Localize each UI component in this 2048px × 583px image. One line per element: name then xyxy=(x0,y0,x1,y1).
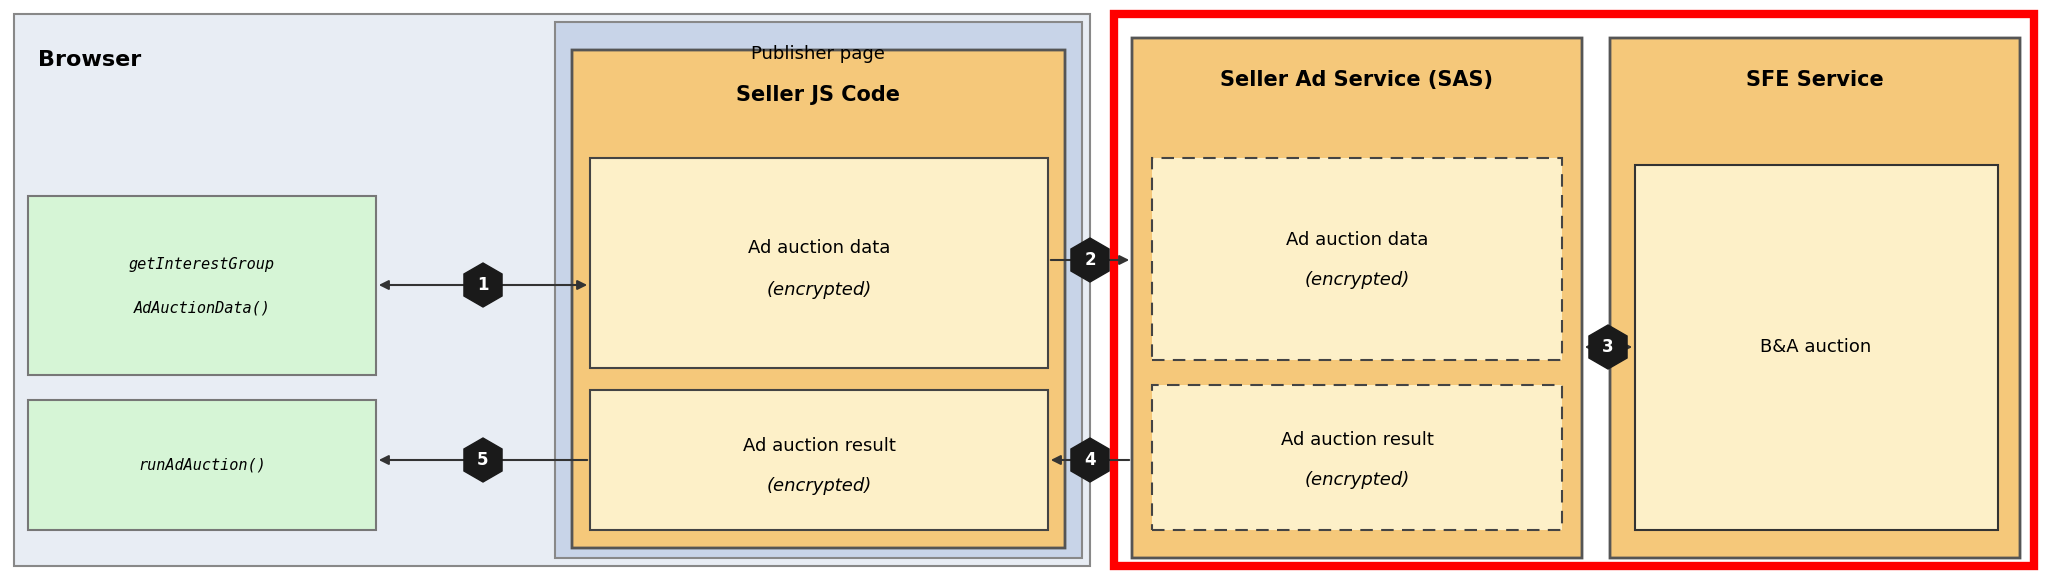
FancyBboxPatch shape xyxy=(1610,38,2019,558)
Polygon shape xyxy=(1589,325,1626,369)
FancyBboxPatch shape xyxy=(29,196,377,375)
FancyBboxPatch shape xyxy=(555,22,1081,558)
FancyBboxPatch shape xyxy=(571,50,1065,548)
Text: Ad auction data: Ad auction data xyxy=(748,239,891,257)
Text: Publisher page: Publisher page xyxy=(752,45,885,63)
Text: SFE Service: SFE Service xyxy=(1747,70,1884,90)
FancyBboxPatch shape xyxy=(14,14,1090,566)
Text: B&A auction: B&A auction xyxy=(1761,338,1872,356)
Text: Ad auction result: Ad auction result xyxy=(743,437,895,455)
FancyBboxPatch shape xyxy=(590,390,1049,530)
Text: Seller JS Code: Seller JS Code xyxy=(735,85,899,105)
FancyBboxPatch shape xyxy=(29,400,377,530)
Text: (encrypted): (encrypted) xyxy=(766,281,872,299)
FancyBboxPatch shape xyxy=(1634,165,1999,530)
Polygon shape xyxy=(465,263,502,307)
FancyBboxPatch shape xyxy=(1133,38,1581,558)
Text: Ad auction data: Ad auction data xyxy=(1286,231,1427,249)
Text: 4: 4 xyxy=(1083,451,1096,469)
Text: (encrypted): (encrypted) xyxy=(1305,271,1409,289)
FancyBboxPatch shape xyxy=(1151,385,1563,530)
Text: getInterestGroup: getInterestGroup xyxy=(129,257,274,272)
Text: Browser: Browser xyxy=(39,50,141,70)
FancyBboxPatch shape xyxy=(1151,158,1563,360)
Text: Seller Ad Service (SAS): Seller Ad Service (SAS) xyxy=(1221,70,1493,90)
Text: 3: 3 xyxy=(1602,338,1614,356)
Polygon shape xyxy=(465,438,502,482)
Text: 5: 5 xyxy=(477,451,489,469)
Text: (encrypted): (encrypted) xyxy=(766,477,872,495)
Text: runAdAuction(): runAdAuction() xyxy=(137,458,266,472)
Text: 2: 2 xyxy=(1083,251,1096,269)
Polygon shape xyxy=(1071,238,1110,282)
Text: 1: 1 xyxy=(477,276,489,294)
Text: Ad auction result: Ad auction result xyxy=(1280,431,1434,449)
Polygon shape xyxy=(1071,438,1110,482)
Text: AdAuctionData(): AdAuctionData() xyxy=(133,300,270,315)
Text: (encrypted): (encrypted) xyxy=(1305,471,1409,489)
FancyBboxPatch shape xyxy=(590,158,1049,368)
